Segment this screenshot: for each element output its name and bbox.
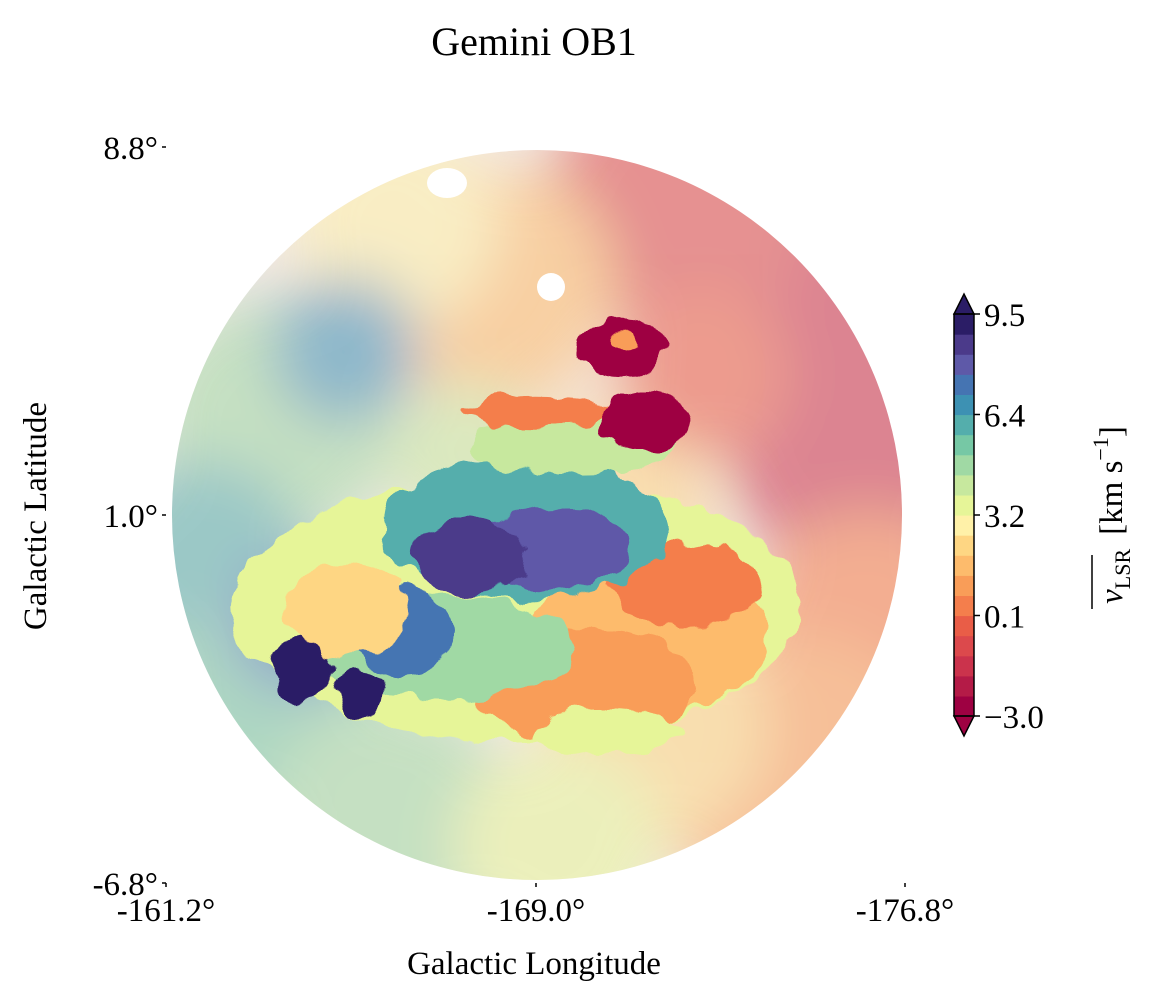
background-blob	[724, 311, 902, 577]
heatmap-field	[172, 150, 902, 880]
colorbar-tick-label: 0.1	[984, 600, 1025, 636]
cluster-patch	[284, 562, 408, 657]
colorbar-band	[954, 454, 974, 476]
colorbar-band	[954, 334, 974, 355]
colorbar-band	[954, 394, 974, 416]
colorbar-tick-label: 9.5	[984, 298, 1025, 334]
y-axis-label: Galactic Latitude	[18, 402, 54, 630]
colorbar-ticks: −3.0 0.1 3.2 6.4 9.5	[974, 298, 1044, 736]
colorbar-label-symbol: v	[1094, 589, 1130, 604]
y-axis: 8.8° 1.0° -6.8° Galactic Latitude	[18, 131, 166, 903]
colorbar-band	[954, 595, 974, 617]
colorbar-band	[954, 414, 974, 436]
colorbar-band	[954, 615, 974, 637]
background-blob	[544, 150, 811, 337]
colorbar-bands	[954, 314, 974, 717]
colorbar-label-unit-close: ]	[1094, 426, 1130, 437]
red-knot	[611, 328, 640, 353]
x-tick-label-right: -176.8°	[856, 893, 954, 929]
cluster-patch	[611, 543, 763, 629]
colorbar-band	[954, 314, 974, 335]
y-tick-label-mid: 1.0°	[104, 499, 158, 535]
colorbar-tick-label: 6.4	[984, 399, 1025, 435]
red-knot	[597, 389, 692, 452]
y-tick-label-bottom: -6.8°	[93, 867, 158, 903]
background-blob	[454, 741, 664, 880]
colorbar-band	[954, 515, 974, 536]
colorbar-tick-label: −3.0	[984, 700, 1044, 736]
colorbar-band	[954, 575, 974, 596]
colorbar-extend-max	[952, 292, 976, 315]
colorbar-tick-label: 3.2	[984, 499, 1025, 535]
colorbar: −3.0 0.1 3.2 6.4 9.5 vLSR [km s−1]	[952, 292, 1135, 738]
colorbar-label-unit: [km s	[1094, 461, 1130, 535]
chart-title: Gemini OB1	[431, 19, 637, 64]
colorbar-extend-min	[952, 715, 976, 738]
colorbar-band	[954, 494, 974, 516]
colorbar-band	[954, 555, 974, 576]
colorbar-band	[954, 374, 974, 395]
cluster-patch	[270, 637, 337, 704]
background-blob	[270, 698, 517, 880]
background-blob	[270, 274, 422, 426]
data-gaps	[427, 168, 565, 301]
cluster-patch	[336, 670, 384, 718]
cluster-patch	[412, 519, 527, 596]
svg-text:vLSR[km s−1]: vLSR [km s−1]	[1088, 426, 1135, 604]
colorbar-band	[954, 434, 974, 456]
colorbar-label-unit-exponent: −1	[1088, 437, 1113, 460]
colorbar-label-subscript: LSR	[1110, 549, 1135, 590]
colorbar-band	[954, 695, 974, 717]
x-tick-label-left: -161.2°	[117, 893, 215, 929]
colorbar-band	[954, 635, 974, 657]
cluster-patch	[464, 394, 607, 428]
colorbar-label: vLSR [km s−1]	[1088, 426, 1135, 609]
cluster-patch	[530, 708, 683, 756]
x-axis-label: Galactic Longitude	[407, 946, 661, 982]
colorbar-band	[954, 354, 974, 375]
colorbar-band	[954, 675, 974, 697]
y-tick-label-top: 8.8°	[104, 131, 158, 167]
x-axis: -161.2° -169.0° -176.8° Galactic Longitu…	[117, 883, 954, 982]
x-tick-label-mid: -169.0°	[487, 893, 585, 929]
cluster-velocity-region	[232, 321, 801, 756]
colorbar-band	[954, 655, 974, 677]
colorbar-band	[954, 474, 974, 496]
colorbar-band	[954, 535, 974, 556]
